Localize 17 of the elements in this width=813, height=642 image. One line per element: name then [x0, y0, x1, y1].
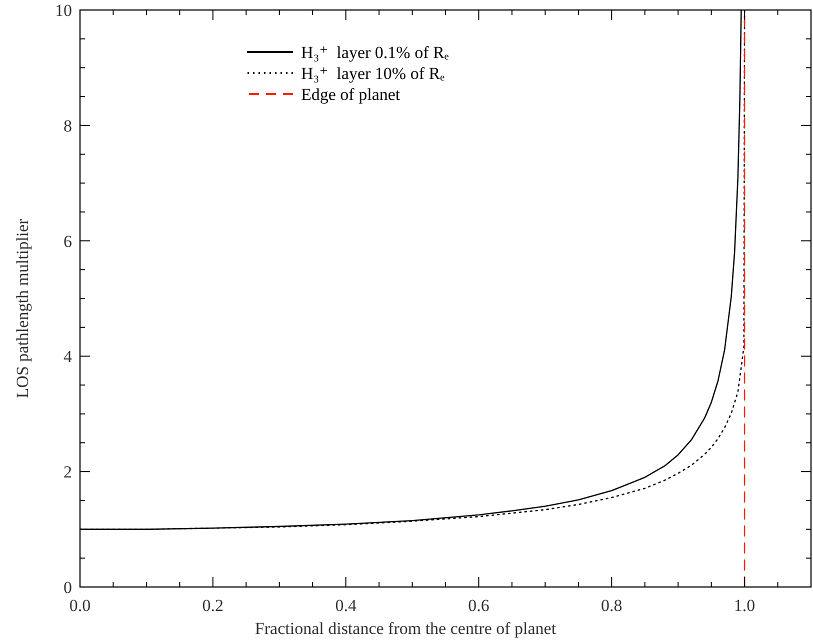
- y-tick-label: 0: [64, 578, 72, 597]
- legend-label: H₃⁺ layer 0.1% of Rₑ: [301, 43, 450, 62]
- legend-label: H₃⁺ layer 10% of Rₑ: [301, 64, 446, 83]
- x-tick-label: 0.4: [335, 596, 357, 615]
- y-axis-title: LOS pathlength multiplier: [13, 218, 32, 398]
- x-tick-label: 0.2: [202, 596, 224, 615]
- y-tick-label: 4: [64, 347, 72, 366]
- x-tick-label: 0.8: [601, 596, 622, 615]
- x-tick-label: 0.0: [69, 596, 91, 615]
- x-tick-label: 0.6: [468, 596, 490, 615]
- x-axis-title: Fractional distance from the centre of planet: [254, 619, 556, 638]
- x-tick-label: 1.0: [734, 596, 756, 615]
- y-tick-label: 10: [55, 1, 72, 20]
- y-tick-label: 2: [64, 462, 72, 482]
- legend-label: Edge of planet: [301, 85, 400, 104]
- y-tick-label: 8: [64, 116, 72, 136]
- y-tick-label: 6: [64, 232, 72, 251]
